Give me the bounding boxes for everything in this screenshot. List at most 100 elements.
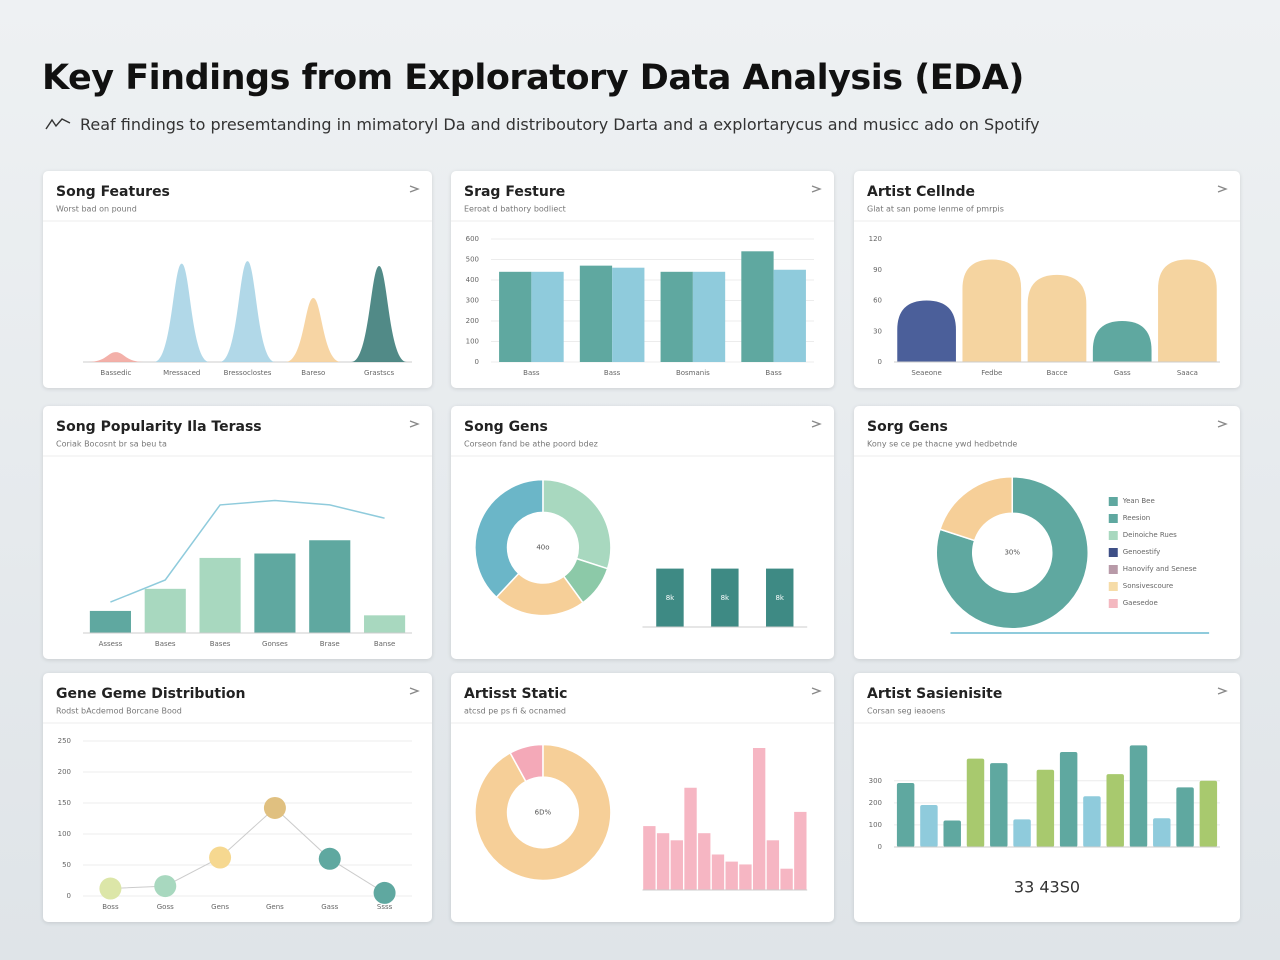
- x-tick-label: Bacce: [1046, 369, 1067, 377]
- page-subtitle: Reaf findings to presemtanding in mimato…: [80, 115, 1040, 134]
- donut-center-label: 40o: [536, 544, 549, 552]
- panel-subtitle: Eeroat d bathory bodliect: [464, 205, 566, 214]
- panel-menu-icon: [409, 420, 420, 428]
- bar: [670, 840, 683, 890]
- donut-slice: [474, 743, 612, 882]
- bar: [656, 568, 684, 627]
- bar: [656, 833, 670, 890]
- bar: [1106, 774, 1124, 847]
- bar: [897, 300, 956, 362]
- donut-slice: [939, 475, 1014, 542]
- bar: [684, 787, 697, 890]
- x-tick-label: Bressoclostes: [224, 369, 272, 377]
- y-tick-label: 0: [67, 892, 71, 900]
- y-tick-label: 250: [58, 737, 71, 745]
- bubble: [318, 847, 341, 870]
- bar: [725, 861, 738, 890]
- panel-chart: Srag Festure Eeroat d bathory bodliect 0 10…: [451, 184, 834, 377]
- panel: Gene Geme Distribution Rodst bAcdemod Bor…: [43, 673, 432, 922]
- panel: Artist Sasienisite Corsan seg ieaoens 0 100…: [854, 673, 1240, 922]
- x-tick-label: Banse: [374, 640, 395, 648]
- x-tick-label: Bass: [523, 369, 540, 377]
- x-tick-label: Bases: [210, 640, 231, 648]
- peak: [351, 266, 407, 362]
- x-tick-label: Assess: [99, 640, 123, 648]
- panel-menu-icon: [811, 420, 822, 428]
- panel-chart: Song Popularity Ila Terass Coriak Bocosnt…: [43, 419, 432, 648]
- bar: [89, 610, 131, 633]
- x-tick-label: Saaca: [1177, 369, 1198, 377]
- bar: [692, 271, 726, 362]
- donut-slice: [509, 743, 544, 783]
- bar: [698, 833, 711, 890]
- panel-chart: Sorg Gens Kony se ce pe thacne ywd hedbet…: [854, 419, 1240, 634]
- panel: Song Gens Corseon fand be athe poord bdez…: [451, 406, 834, 659]
- x-tick-label: Gass: [321, 903, 338, 911]
- legend-swatch: [1108, 548, 1118, 557]
- panel-subtitle: Rodst bAcdemod Borcane Bood: [56, 707, 182, 716]
- y-tick-label: 300: [466, 297, 479, 305]
- peak: [154, 263, 210, 362]
- x-tick-label: Bosmanis: [676, 369, 710, 377]
- legend-label: Genoestify: [1123, 548, 1161, 556]
- bar: [254, 553, 296, 633]
- bar: [966, 758, 985, 847]
- panel-chart: Artisst Static atcsd pe ps fi & ocnamed 6D…: [451, 686, 834, 891]
- x-tick-label: Gass: [1114, 369, 1131, 377]
- y-tick-label: 120: [869, 235, 882, 243]
- y-tick-label: 150: [58, 799, 71, 807]
- x-tick-label: Bareso: [301, 369, 325, 377]
- bar-value-label: 8k: [666, 594, 675, 602]
- donut-center-label: 30%: [1004, 549, 1020, 557]
- y-tick-label: 90: [873, 266, 882, 274]
- panel-title: Artist Cellnde: [867, 184, 975, 200]
- panel: Sorg Gens Kony se ce pe thacne ywd hedbet…: [854, 406, 1240, 659]
- panel-title: Song Features: [56, 184, 170, 200]
- bar: [990, 763, 1008, 847]
- y-tick-label: 0: [878, 358, 882, 366]
- panel-title: Artist Sasienisite: [867, 686, 1002, 702]
- bar: [1153, 818, 1171, 847]
- panel-subtitle: Glat at san pome lenme of pmrpis: [867, 205, 1004, 214]
- y-tick-label: 500: [466, 256, 479, 264]
- panel: Artisst Static atcsd pe ps fi & ocnamed 6D…: [451, 673, 834, 922]
- subtitle-icon: [45, 118, 71, 130]
- panel-subtitle: Corsan seg ieaoens: [867, 707, 945, 716]
- bar: [1176, 787, 1194, 847]
- panel-title: Artisst Static: [464, 686, 567, 702]
- bar: [943, 820, 961, 847]
- donut-slice: [935, 475, 1089, 630]
- y-tick-label: 200: [466, 317, 479, 325]
- x-tick-label: Goss: [157, 903, 174, 911]
- donut-slice: [474, 478, 544, 599]
- legend-swatch: [1108, 582, 1118, 591]
- x-tick-label: Bases: [155, 640, 176, 648]
- bar: [1059, 752, 1078, 847]
- panel-chart: Gene Geme Distribution Rodst bAcdemod Bor…: [43, 686, 432, 911]
- legend-swatch: [1108, 531, 1118, 540]
- y-tick-label: 0: [475, 358, 479, 366]
- y-tick-label: 400: [466, 276, 479, 284]
- bubble: [373, 881, 396, 904]
- y-tick-label: 100: [58, 830, 71, 838]
- legend-label: Yean Bee: [1122, 497, 1155, 505]
- donut-center-label: 6D%: [535, 808, 552, 816]
- bar: [199, 557, 241, 633]
- x-tick-label: Gens: [266, 903, 284, 911]
- bubble: [209, 846, 232, 869]
- bar: [499, 271, 532, 362]
- y-tick-label: 30: [873, 327, 882, 335]
- x-tick-label: Ssss: [377, 903, 393, 911]
- panel-title: Sorg Gens: [867, 419, 948, 435]
- x-tick-label: Bass: [765, 369, 782, 377]
- bar: [962, 259, 1022, 362]
- y-tick-label: 300: [869, 777, 882, 785]
- bar-value-label: 8k: [721, 594, 730, 602]
- bar: [660, 271, 693, 362]
- donut-slice: [542, 478, 612, 570]
- bar: [1199, 780, 1218, 847]
- panel: Artist Cellnde Glat at san pome lenme of …: [854, 171, 1240, 388]
- x-tick-label: Bassedic: [100, 369, 131, 377]
- legend-swatch: [1108, 497, 1118, 506]
